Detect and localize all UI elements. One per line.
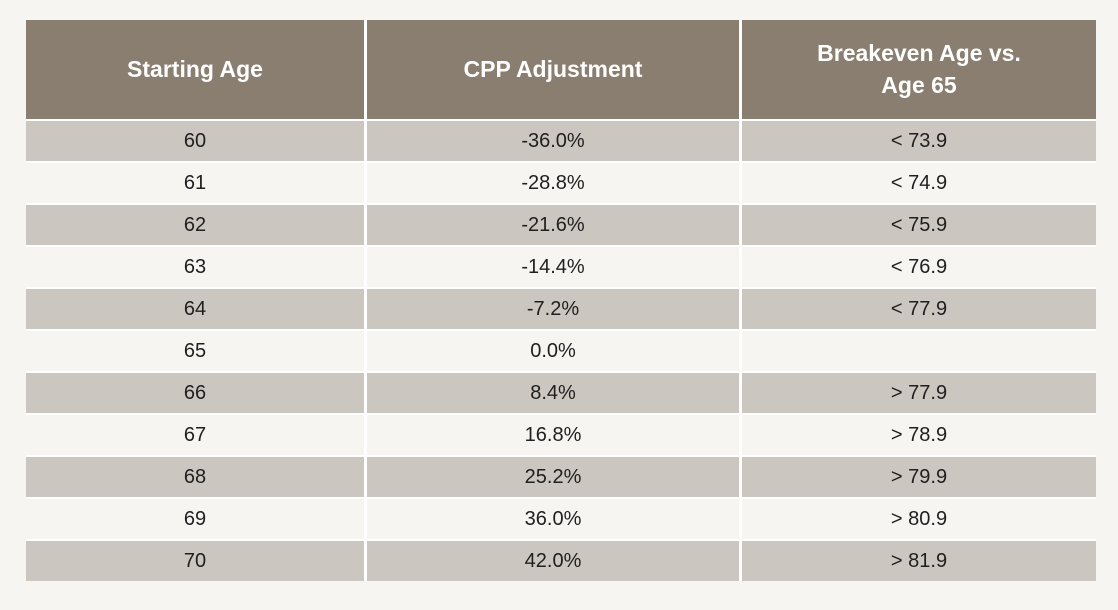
table-row: 69 36.0% > 80.9: [26, 497, 1096, 539]
table-body: 60 -36.0% < 73.9 61 -28.8% < 74.9 62 -21.6% < 75…: [26, 119, 1096, 581]
cpp-adjustment-cell: 16.8%: [367, 413, 742, 455]
breakeven-age-cell: < 74.9: [742, 161, 1096, 203]
cpp-breakeven-table: Starting Age CPP Adjustment Breakeven Ag…: [26, 20, 1096, 581]
column-header-cpp-adjustment: CPP Adjustment: [367, 20, 742, 119]
cpp-adjustment-cell: 8.4%: [367, 371, 742, 413]
cpp-breakeven-table-container: Starting Age CPP Adjustment Breakeven Ag…: [26, 20, 1096, 581]
cpp-adjustment-cell: -28.8%: [367, 161, 742, 203]
starting-age-cell: 69: [26, 497, 367, 539]
header-row: Starting Age CPP Adjustment Breakeven Ag…: [26, 20, 1096, 119]
cpp-adjustment-cell: -21.6%: [367, 203, 742, 245]
starting-age-cell: 66: [26, 371, 367, 413]
table-row: 66 8.4% > 77.9: [26, 371, 1096, 413]
column-header-breakeven-line1: Breakeven Age vs.: [817, 40, 1021, 67]
table-row: 65 0.0%: [26, 329, 1096, 371]
starting-age-cell: 68: [26, 455, 367, 497]
breakeven-age-cell: > 78.9: [742, 413, 1096, 455]
breakeven-age-cell: < 76.9: [742, 245, 1096, 287]
cpp-adjustment-cell: -14.4%: [367, 245, 742, 287]
breakeven-age-cell: > 80.9: [742, 497, 1096, 539]
cpp-adjustment-cell: 0.0%: [367, 329, 742, 371]
cpp-adjustment-cell: -36.0%: [367, 119, 742, 161]
cpp-adjustment-cell: -7.2%: [367, 287, 742, 329]
breakeven-age-cell: < 77.9: [742, 287, 1096, 329]
table-header: Starting Age CPP Adjustment Breakeven Ag…: [26, 20, 1096, 119]
table-row: 61 -28.8% < 74.9: [26, 161, 1096, 203]
table-row: 70 42.0% > 81.9: [26, 539, 1096, 581]
breakeven-age-cell: > 79.9: [742, 455, 1096, 497]
breakeven-age-cell: > 77.9: [742, 371, 1096, 413]
starting-age-cell: 62: [26, 203, 367, 245]
cpp-adjustment-cell: 36.0%: [367, 497, 742, 539]
table-row: 62 -21.6% < 75.9: [26, 203, 1096, 245]
column-header-starting-age: Starting Age: [26, 20, 367, 119]
column-header-breakeven-age: Breakeven Age vs. Age 65: [742, 20, 1096, 119]
cpp-adjustment-cell: 25.2%: [367, 455, 742, 497]
cpp-adjustment-cell: 42.0%: [367, 539, 742, 581]
breakeven-age-cell: > 81.9: [742, 539, 1096, 581]
starting-age-cell: 61: [26, 161, 367, 203]
starting-age-cell: 63: [26, 245, 367, 287]
starting-age-cell: 65: [26, 329, 367, 371]
breakeven-age-cell: < 75.9: [742, 203, 1096, 245]
table-row: 63 -14.4% < 76.9: [26, 245, 1096, 287]
breakeven-age-cell: < 73.9: [742, 119, 1096, 161]
column-header-breakeven-line2: Age 65: [881, 71, 957, 98]
breakeven-age-cell: [742, 329, 1096, 371]
table-row: 68 25.2% > 79.9: [26, 455, 1096, 497]
starting-age-cell: 67: [26, 413, 367, 455]
table-row: 67 16.8% > 78.9: [26, 413, 1096, 455]
starting-age-cell: 60: [26, 119, 367, 161]
table-row: 60 -36.0% < 73.9: [26, 119, 1096, 161]
starting-age-cell: 70: [26, 539, 367, 581]
table-row: 64 -7.2% < 77.9: [26, 287, 1096, 329]
starting-age-cell: 64: [26, 287, 367, 329]
